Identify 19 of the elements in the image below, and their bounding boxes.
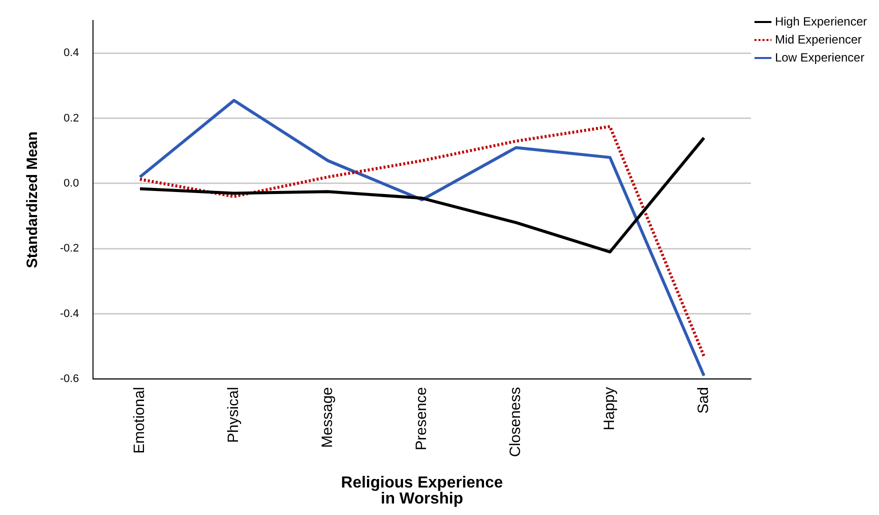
x-tick-label: Presence <box>413 386 430 450</box>
y-tick-label: 0.2 <box>64 112 79 124</box>
x-axis-title: Religious Experience in Worship <box>341 474 503 508</box>
line-series <box>138 124 706 358</box>
legend-label: Low Experiencer <box>774 50 864 64</box>
x-tick-label: Physical <box>225 386 242 443</box>
x-tick-label: Happy <box>601 386 618 430</box>
y-tick-label: -0.2 <box>60 242 79 255</box>
legend-label: Mid Experiencer <box>774 32 862 46</box>
y-tick-label: 0.4 <box>64 47 79 60</box>
y-tick-label: 0.0 <box>64 178 79 190</box>
x-tick-label: Message <box>319 386 336 448</box>
y-tick-label: -0.6 <box>60 372 79 385</box>
y-tick-label: -0.4 <box>60 308 79 320</box>
x-tick-label: Sad <box>695 386 712 414</box>
y-axis-title: Standardized Mean <box>24 131 42 268</box>
legend-label: High Experiencer <box>774 14 868 28</box>
x-tick-label: Closeness <box>507 386 524 458</box>
x-tick-label: Emotional <box>131 386 148 454</box>
